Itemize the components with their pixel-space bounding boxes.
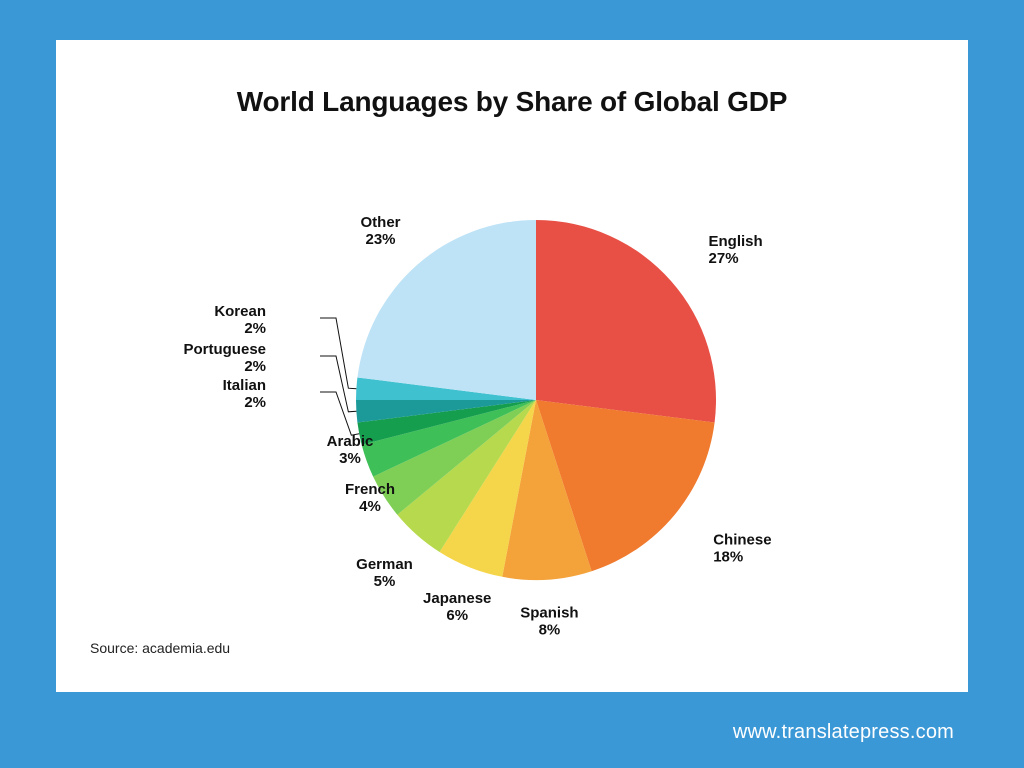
- outer-frame: World Languages by Share of Global GDP E…: [0, 0, 1024, 768]
- chart-title: World Languages by Share of Global GDP: [56, 86, 968, 118]
- svg-text:Chinese: Chinese: [713, 532, 771, 549]
- leader-line-korean: [320, 318, 356, 389]
- svg-text:2%: 2%: [244, 320, 266, 337]
- svg-text:Spanish: Spanish: [520, 605, 578, 622]
- svg-text:Korean: Korean: [214, 303, 266, 320]
- svg-text:Italian: Italian: [223, 377, 266, 394]
- slice-label-japanese: Japanese6%: [423, 590, 491, 624]
- slice-label-other: Other23%: [361, 214, 401, 248]
- svg-text:27%: 27%: [709, 250, 739, 267]
- leader-line-italian: [320, 392, 359, 435]
- pie-slice-english: [536, 220, 716, 423]
- slice-label-korean: Korean2%: [214, 303, 266, 337]
- slice-label-chinese: Chinese18%: [713, 532, 771, 566]
- svg-text:3%: 3%: [339, 450, 361, 467]
- svg-text:2%: 2%: [244, 358, 266, 375]
- svg-text:2%: 2%: [244, 394, 266, 411]
- leader-line-portuguese: [320, 356, 356, 412]
- pie-chart: English27% Chinese18% Spanish8% Japanese6% G…: [56, 160, 968, 640]
- svg-text:Japanese: Japanese: [423, 590, 491, 607]
- pie-chart-container: English27%Chinese18%Spanish8%Japanese6%G…: [56, 160, 968, 632]
- svg-text:5%: 5%: [374, 573, 396, 590]
- svg-text:German: German: [356, 556, 413, 573]
- svg-text:8%: 8%: [539, 622, 561, 639]
- slice-label-german: German5%: [356, 556, 413, 590]
- svg-text:French: French: [345, 481, 395, 498]
- svg-text:Other: Other: [361, 214, 401, 231]
- svg-text:Arabic: Arabic: [327, 433, 374, 450]
- slice-label-portuguese: Portuguese2%: [183, 341, 266, 375]
- svg-text:Portuguese: Portuguese: [183, 341, 266, 358]
- footer-url: www.translatepress.com: [733, 721, 954, 744]
- slice-label-italian: Italian2%: [223, 377, 266, 411]
- svg-text:English: English: [709, 233, 763, 250]
- svg-text:6%: 6%: [446, 607, 468, 624]
- slice-label-spanish: Spanish8%: [520, 605, 578, 639]
- svg-text:4%: 4%: [359, 498, 381, 515]
- slice-label-english: English27%: [709, 233, 763, 267]
- svg-text:23%: 23%: [365, 231, 395, 248]
- source-prefix: Source:: [90, 640, 142, 656]
- chart-card: World Languages by Share of Global GDP E…: [56, 40, 968, 692]
- source-line: Source: academia.edu: [90, 640, 230, 656]
- svg-text:18%: 18%: [713, 549, 743, 566]
- source-name: academia.edu: [142, 640, 230, 656]
